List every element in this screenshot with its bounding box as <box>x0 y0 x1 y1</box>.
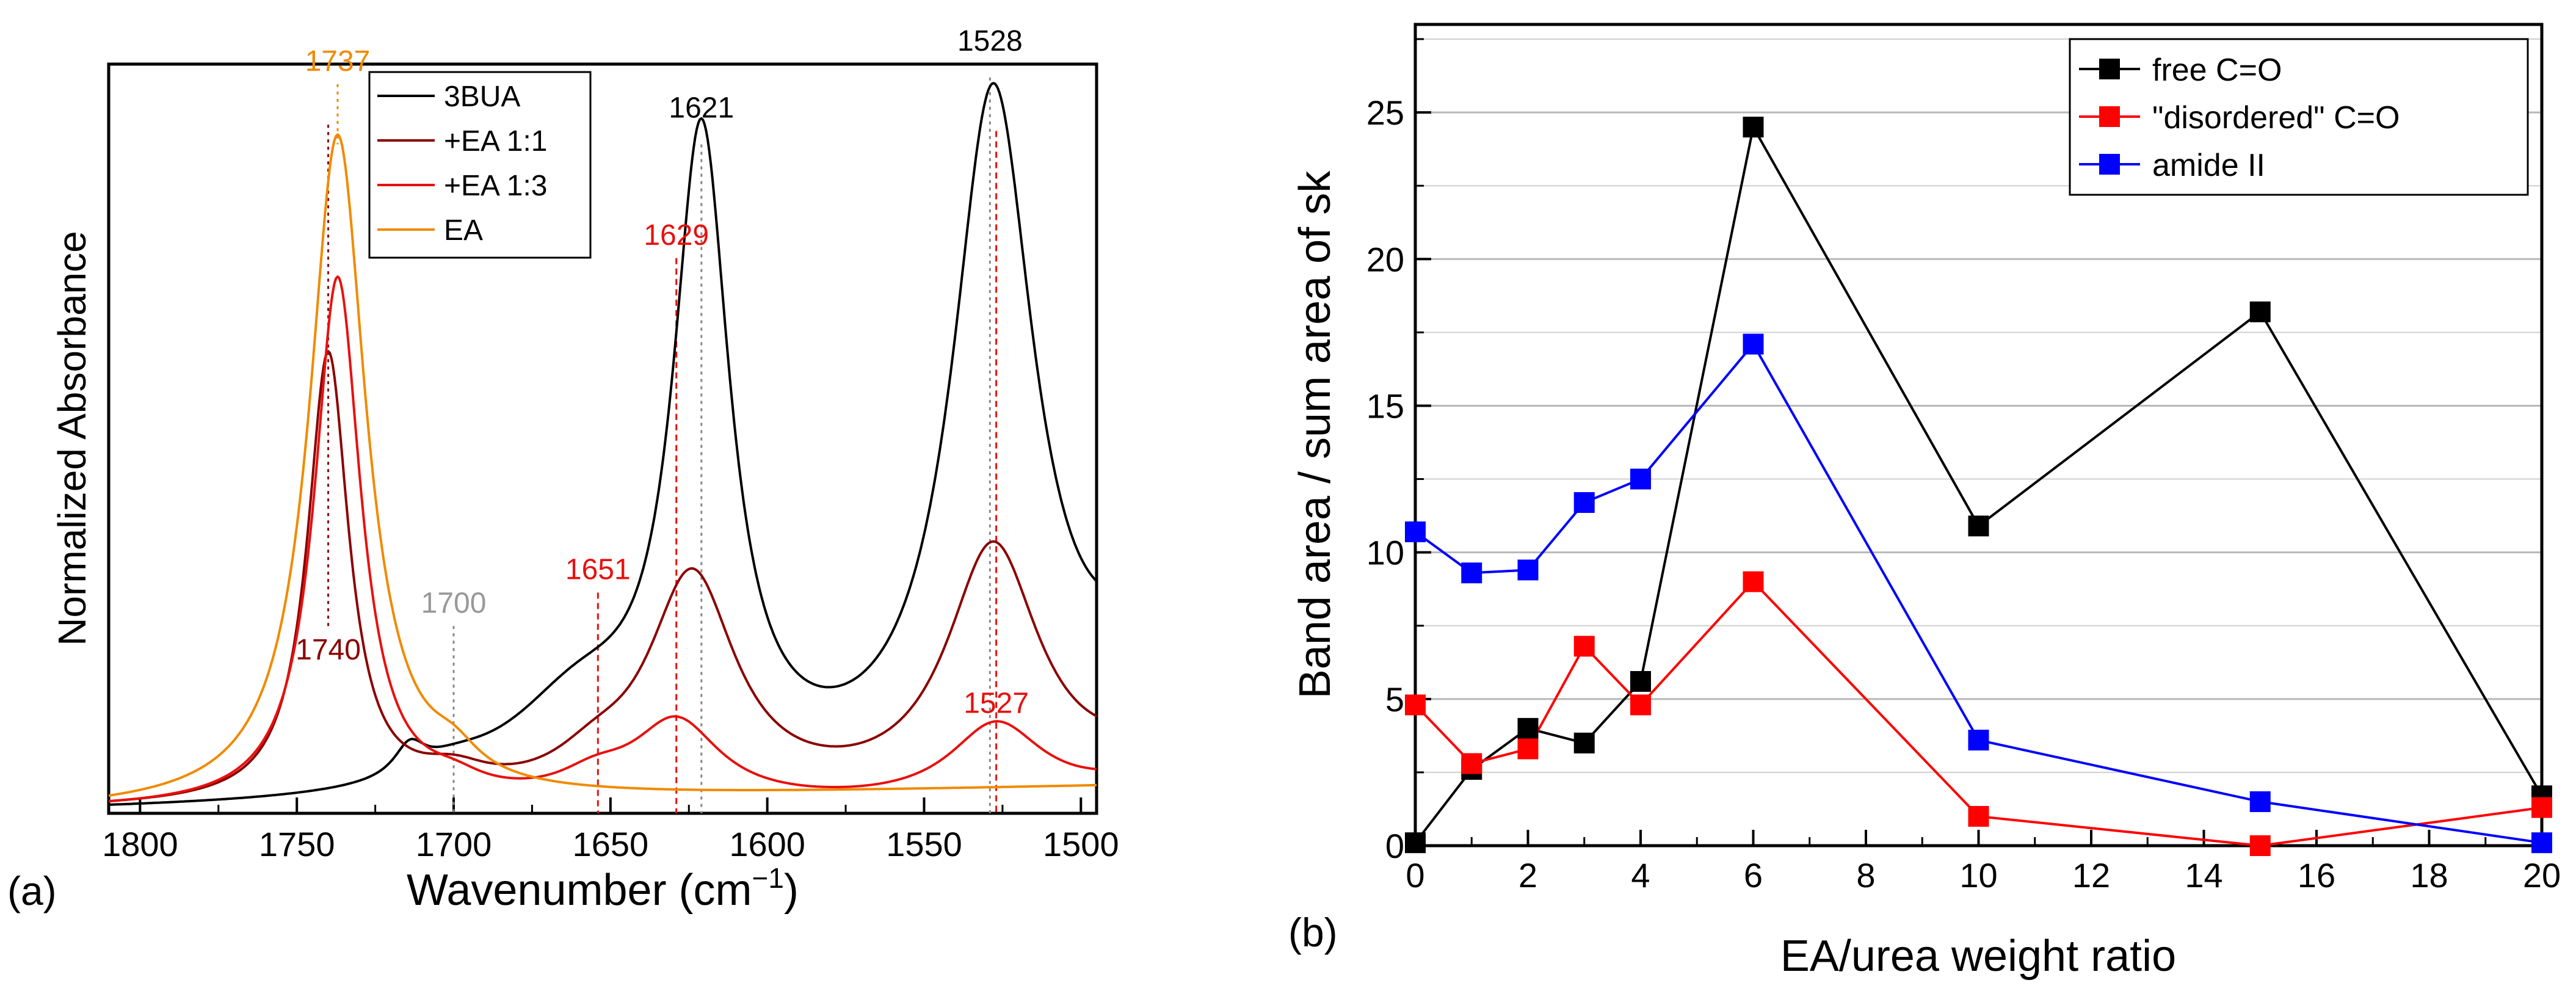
y-tick-label: 5 <box>1385 680 1404 719</box>
panel-a-peak-marker-lines <box>327 77 998 813</box>
y-tick-label: 15 <box>1366 387 1404 425</box>
panel-a-x-ticks <box>139 797 1083 813</box>
data-point-free-c-o <box>1968 515 1989 537</box>
y-tick-label: 0 <box>1385 827 1404 865</box>
series-line-3bua <box>108 82 1098 806</box>
series-line-ea-1-3 <box>108 275 1097 803</box>
data-point-disordered-c-o <box>1630 694 1651 716</box>
legend-label-free-c-o: free C=O <box>2152 53 2282 88</box>
panel-b-tick-labels: 0 5 10 15 20 25 0 2 4 6 8 10 12 14 16 18 20 <box>1366 93 2561 895</box>
y-tick-label: 20 <box>1366 240 1404 278</box>
data-point-amide-ii <box>1630 468 1651 490</box>
peak-label-1528: 1528 <box>957 25 1023 57</box>
x-tick-label: 1750 <box>259 825 335 863</box>
series-line-amide-ii <box>1414 342 2542 844</box>
panel-a-y-axis-label: Normalized Absorbance <box>50 231 94 645</box>
peak-label-1740: 1740 <box>296 634 361 666</box>
peak-label-1700: 1700 <box>421 587 487 619</box>
panel-b-y-axis-label: Band area / sum area of sk <box>1291 170 1340 699</box>
panel-a-label: (a) <box>7 868 57 913</box>
data-point-amide-ii <box>2249 791 2271 812</box>
series-line-ea-1-1 <box>108 350 1097 802</box>
peak-label-1629: 1629 <box>644 219 709 252</box>
legend-swatch-marker-amide-ii <box>2099 154 2120 175</box>
data-point-amide-ii <box>1743 333 1764 355</box>
panel-b-legend-box <box>2069 38 2529 196</box>
x-tick-label: 6 <box>1744 856 1763 895</box>
data-point-amide-ii <box>1461 562 1482 584</box>
data-point-disordered-c-o <box>1573 636 1595 657</box>
legend-label-3bua: 3BUA <box>444 81 520 113</box>
panel-b-series <box>1405 117 2552 856</box>
panel-b-label: (b) <box>1288 910 1338 955</box>
data-point-amide-ii <box>1573 492 1595 513</box>
x-tick-label: 16 <box>2298 856 2335 895</box>
x-tick-label: 0 <box>1406 856 1424 895</box>
legend-label-ea-1-1: +EA 1:1 <box>444 125 547 158</box>
legend-label-amide-ii: amide II <box>2152 148 2265 183</box>
legend-label-ea-1-3: +EA 1:3 <box>444 170 547 202</box>
panel-b-x-axis-label: EA/urea weight ratio <box>1780 932 2176 981</box>
x-tick-label: 14 <box>2185 856 2222 895</box>
data-point-disordered-c-o <box>2249 835 2271 856</box>
x-tick-label: 2 <box>1518 856 1537 895</box>
x-axis-label-superscript: −1 <box>752 862 784 894</box>
x-axis-label-main: Wavenumber (cm <box>407 866 752 915</box>
x-tick-label: 4 <box>1631 856 1650 895</box>
data-point-disordered-c-o <box>1405 694 1426 716</box>
data-point-disordered-c-o <box>1461 753 1482 774</box>
x-tick-label: 20 <box>2523 856 2561 895</box>
x-tick-label: 18 <box>2410 856 2448 895</box>
data-point-amide-ii <box>1517 559 1539 581</box>
data-point-free-c-o <box>2249 301 2271 322</box>
panel-a-legend-box <box>368 71 592 259</box>
x-tick-label: 8 <box>1856 856 1875 895</box>
legend-swatch-marker-disordered-c-o <box>2099 106 2120 127</box>
data-point-free-c-o <box>1405 832 1426 854</box>
panel-b-legend: free C=O "disordered" C=O amide II <box>2069 38 2529 196</box>
x-tick-label: 12 <box>2072 856 2110 895</box>
panel-a-series <box>108 82 1098 806</box>
panel-a-peak-labels: 1737 1740 1700 1651 1629 1621 1528 1527 <box>296 25 1029 720</box>
series-line-ea <box>108 133 1097 797</box>
data-point-amide-ii <box>1968 730 1989 751</box>
data-point-amide-ii <box>2531 832 2552 854</box>
peak-label-1527: 1527 <box>963 688 1029 720</box>
peak-label-1737: 1737 <box>305 45 371 78</box>
panel-a-x-tick-labels: 1800 1750 1700 1650 1600 1550 1500 <box>102 825 1119 863</box>
data-point-free-c-o <box>1743 117 1764 138</box>
x-axis-label-close: ) <box>784 866 799 915</box>
x-tick-label: 1650 <box>573 825 649 863</box>
x-tick-label: 1600 <box>729 825 805 863</box>
peak-label-1651: 1651 <box>565 554 631 586</box>
x-tick-label: 1550 <box>886 825 962 863</box>
data-point-amide-ii <box>1405 521 1426 543</box>
panel-a-x-axis-label: Wavenumber (cm−1) <box>407 862 799 915</box>
x-tick-label: 1800 <box>102 825 178 863</box>
x-tick-label: 10 <box>1959 856 1997 895</box>
legend-label-disordered-c-o: "disordered" C=O <box>2152 100 2400 136</box>
data-point-disordered-c-o <box>1743 571 1764 592</box>
data-point-disordered-c-o <box>1968 805 1989 827</box>
panel-a-spectra: 1800 1750 1700 1650 1600 1550 1500 1737 1740 170… <box>7 25 1119 915</box>
peak-label-1621: 1621 <box>669 92 734 125</box>
data-point-free-c-o <box>1630 671 1651 692</box>
data-point-disordered-c-o <box>2531 797 2552 818</box>
panel-a-legend: 3BUA +EA 1:1 +EA 1:3 EA <box>368 71 592 259</box>
legend-swatch-marker-free-c-o <box>2099 59 2120 79</box>
data-point-free-c-o <box>1573 732 1595 753</box>
x-tick-label: 1700 <box>416 825 492 863</box>
y-tick-label: 25 <box>1366 93 1404 132</box>
data-point-disordered-c-o <box>1517 738 1539 760</box>
x-tick-label: 1500 <box>1043 825 1119 863</box>
panel-a-plot-frame <box>107 62 1098 815</box>
legend-label-ea: EA <box>444 214 483 247</box>
data-point-free-c-o <box>1517 717 1539 739</box>
y-tick-label: 10 <box>1366 534 1404 572</box>
panel-b-band-areas: 0 5 10 15 20 25 0 2 4 6 8 10 12 14 16 18 20 Band area / … <box>1288 23 2561 981</box>
